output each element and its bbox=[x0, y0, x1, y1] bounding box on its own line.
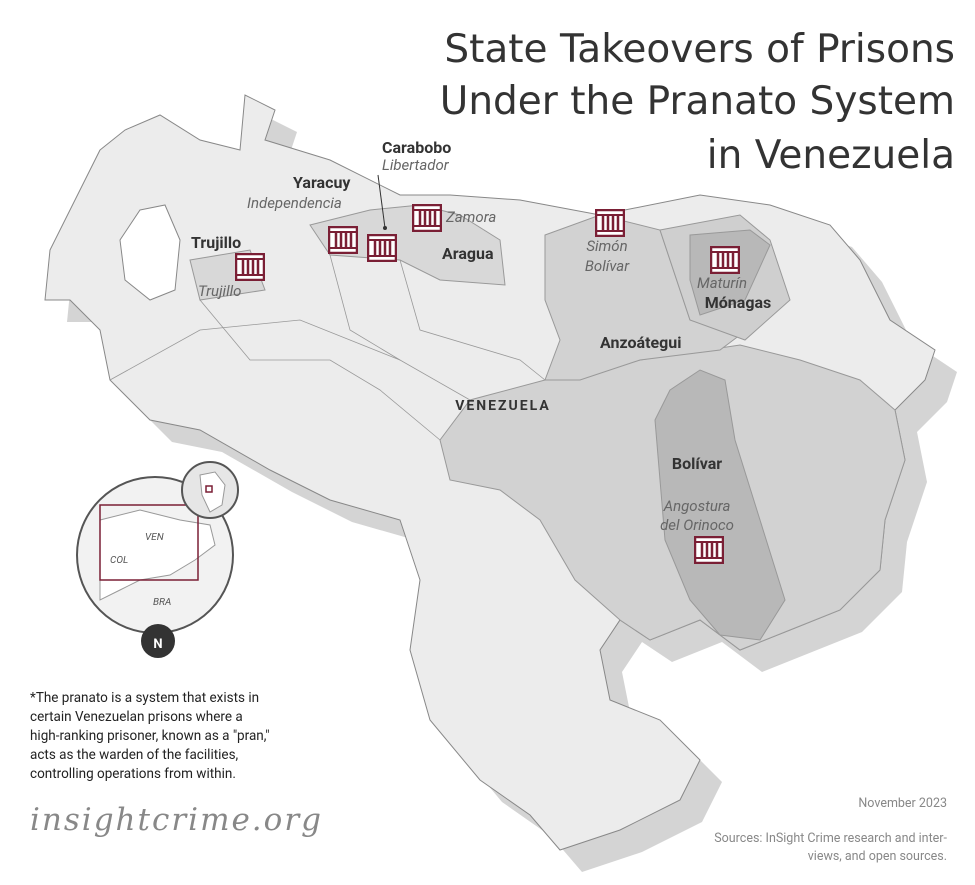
municipality-label: Trujillo bbox=[198, 282, 241, 300]
state-label: Mónagas bbox=[705, 293, 772, 312]
footnote-line: acts as the warden of the facilities, bbox=[30, 747, 239, 763]
prison-icon bbox=[412, 204, 442, 232]
state-label: Carabobo bbox=[382, 138, 451, 157]
inset-label: VEN bbox=[145, 532, 164, 543]
logo: insightcrime.org bbox=[30, 802, 323, 838]
state-borders bbox=[109, 254, 546, 441]
lake-maracaibo bbox=[119, 204, 181, 301]
prison-icon bbox=[694, 536, 724, 564]
sources-line: views, and open sources. bbox=[808, 849, 947, 864]
inset-locator: VEN COL BRA N bbox=[76, 461, 239, 658]
prison-icon bbox=[595, 209, 625, 237]
state-label: Aragua bbox=[442, 244, 494, 263]
municipality-label: Independencia bbox=[247, 194, 342, 212]
anzoategui-state bbox=[544, 214, 742, 381]
municipality-label: Simón bbox=[586, 237, 627, 255]
leader-dot bbox=[383, 226, 387, 230]
title-line: Under the Pranato System bbox=[440, 79, 955, 124]
state-label: Bolívar bbox=[672, 454, 722, 473]
footnote-line: certain Venezuelan prisons where a bbox=[30, 709, 243, 725]
prison-icon bbox=[367, 234, 397, 262]
municipality-label: Maturín bbox=[697, 274, 747, 292]
prison-icon bbox=[235, 253, 265, 281]
municipality-label: Angostura bbox=[663, 497, 731, 515]
angostura bbox=[654, 369, 786, 641]
title-line: State Takeovers of Prisons bbox=[444, 27, 955, 72]
inset-label: BRA bbox=[153, 597, 171, 608]
footnote-line: *The pranato is a system that exists in bbox=[30, 690, 259, 706]
municipality-label: Bolívar bbox=[585, 257, 630, 275]
prison-icon bbox=[710, 246, 740, 274]
municipality-label: Libertador bbox=[382, 156, 450, 174]
municipality-label: Zamora bbox=[445, 208, 496, 226]
sources-line: Sources: InSight Crime research and inte… bbox=[714, 831, 947, 846]
country-label: VENEZUELA bbox=[455, 398, 551, 414]
north-arrow: N bbox=[153, 637, 162, 652]
state-label: Yaracuy bbox=[293, 173, 351, 192]
footnote-line: controlling operations from within. bbox=[30, 766, 236, 782]
state-label: Anzoátegui bbox=[600, 333, 681, 352]
leader-line bbox=[377, 174, 386, 229]
municipality-label: del Orinoco bbox=[660, 516, 734, 534]
state-label: Trujillo bbox=[191, 233, 241, 252]
prison-icon bbox=[328, 226, 358, 254]
inset-label: COL bbox=[110, 555, 128, 566]
title-line: in Venezuela bbox=[707, 133, 955, 178]
footnote-line: high-ranking prisoner, known as a "pran,… bbox=[30, 728, 270, 744]
date: November 2023 bbox=[858, 796, 947, 811]
